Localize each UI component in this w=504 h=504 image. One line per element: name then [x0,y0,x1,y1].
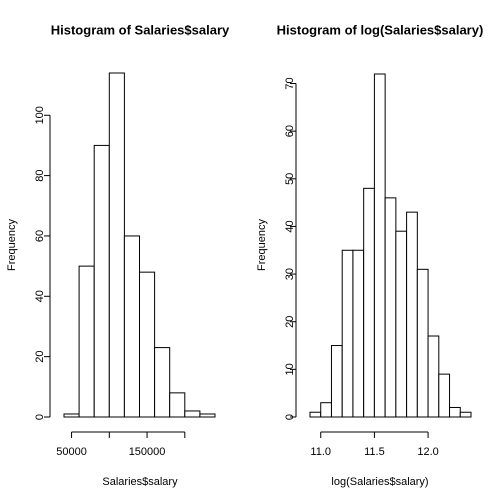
y-tick-label: 40 [284,220,296,232]
bar [395,230,408,418]
bar [416,268,429,418]
chart-title: Histogram of Salaries$salary [51,22,230,37]
y-tick-label: 20 [34,351,46,363]
chart-title: Histogram of log(Salaries$salary) [277,22,484,37]
y-tick-label: 10 [284,363,296,375]
x-tick-label: 11.5 [364,446,385,458]
y-tick-label: 70 [284,77,296,89]
x-tick-label: 12.0 [417,446,438,458]
bar [427,335,440,418]
y-tick-label: 40 [34,290,46,302]
bar [108,72,125,418]
bar [320,402,332,418]
y-tick-label: 60 [34,230,46,242]
bar [363,187,375,418]
bar [184,410,201,418]
bar [123,235,141,418]
x-tick-label: 50000 [56,446,87,458]
bar [139,271,156,418]
y-tick-label: 50 [284,173,296,185]
y-tick-label: 60 [284,125,296,137]
x-axis-label: Salaries$salary [102,476,178,488]
bar [341,249,354,418]
y-tick-label: 0 [284,414,296,420]
y-axis-label: Frequency [256,219,268,271]
y-tick-label: 0 [34,414,46,420]
bar [309,411,322,418]
y-tick-label: 30 [284,268,296,280]
bar [459,411,472,418]
bar [352,249,365,418]
bar [93,144,110,418]
y-tick-label: 20 [284,316,296,328]
bar [406,211,418,418]
bar [199,413,216,418]
bar [384,197,397,418]
x-tick-label: 150000 [129,446,166,458]
x-tick-label: 11.0 [310,446,331,458]
bar [373,73,386,418]
x-axis-label: log(Salaries$salary) [331,476,428,488]
y-axis-label: Frequency [6,219,18,271]
bar [438,373,451,418]
bar [169,392,186,418]
bar [449,406,461,418]
bar [154,347,171,418]
y-tick-label: 80 [34,169,46,181]
bar [63,413,80,418]
bar [78,265,95,418]
y-tick-label: 100 [34,106,46,124]
bar [330,345,343,418]
